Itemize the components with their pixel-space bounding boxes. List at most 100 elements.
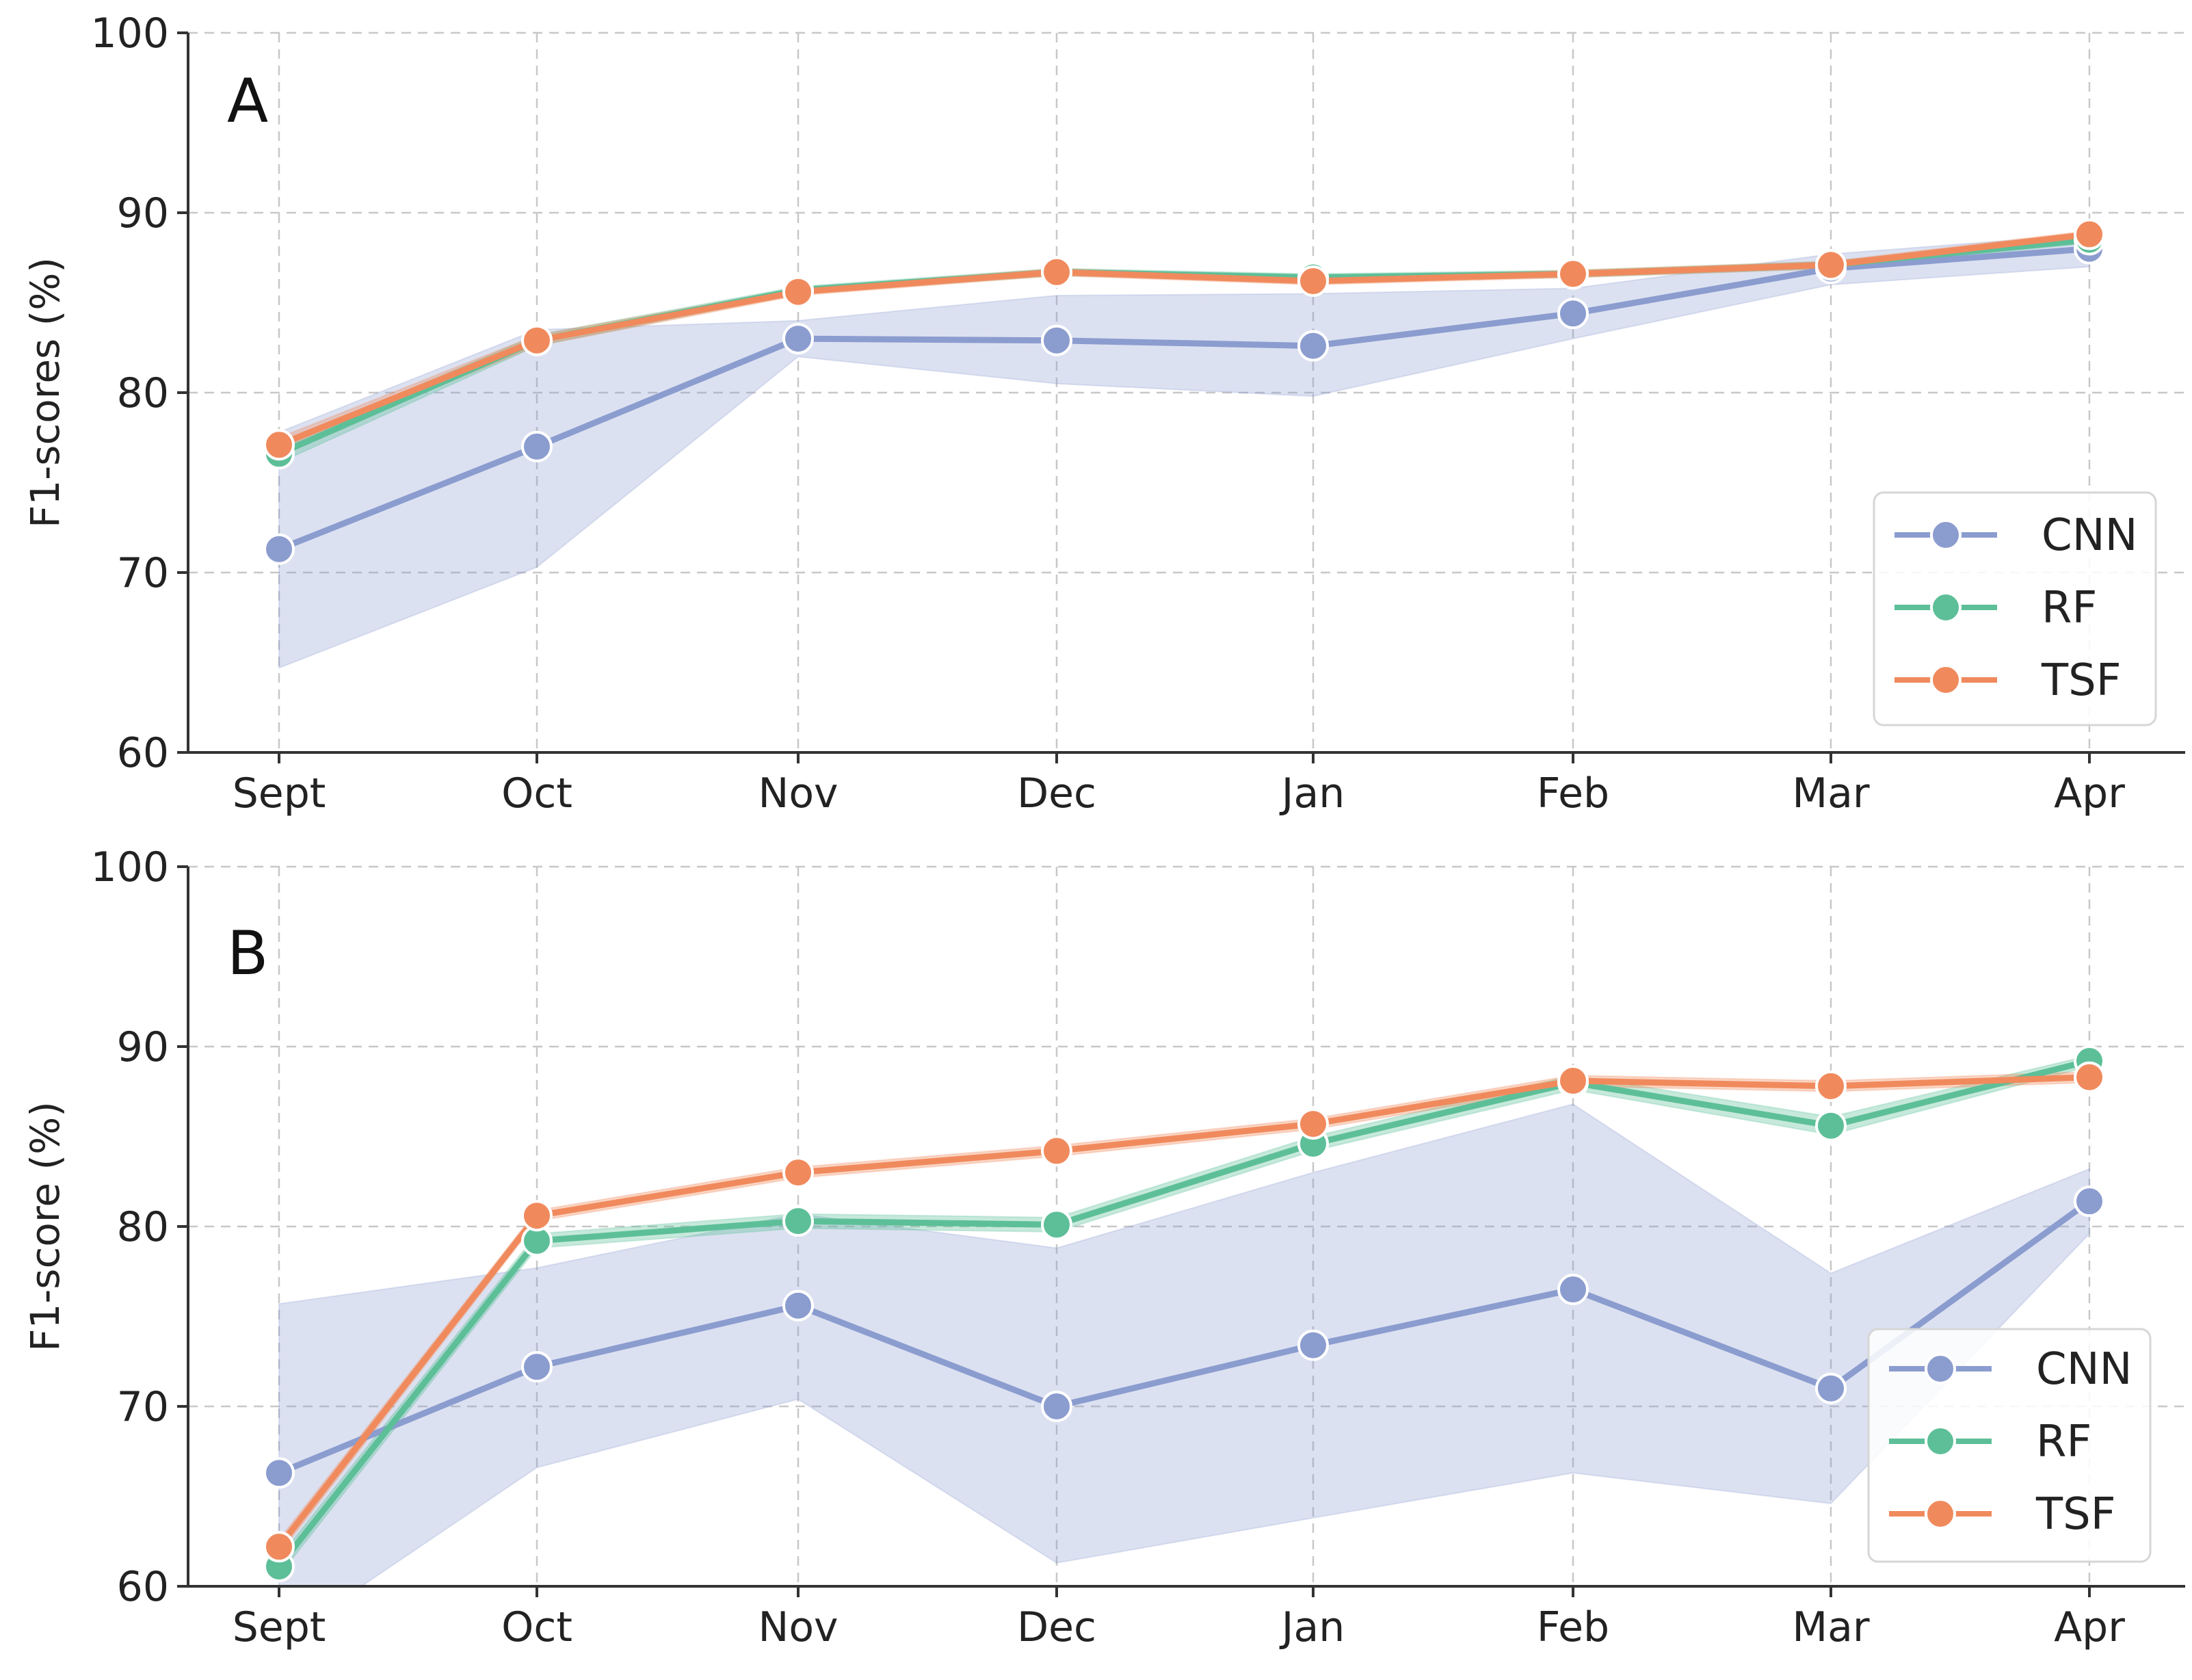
panel-a-ytick-label-60: 60 [117, 729, 169, 777]
panel-a-point-tsf-mar [1815, 249, 1847, 281]
panel-a-letter: A [227, 66, 268, 136]
panel-a-point-tsf-apr [2074, 218, 2105, 250]
panel-b-point-tsf-sept [263, 1531, 295, 1563]
panel-b-xtick-label-dec: Dec [1017, 1603, 1096, 1651]
panel-a-point-cnn-dec [1041, 324, 1072, 356]
panel-a-ytick-label-100: 100 [90, 10, 169, 57]
panel-b-point-tsf-nov [782, 1157, 814, 1189]
panel-b-yticks: 60 70 80 90 100 [90, 843, 188, 1611]
panel-b-legend-entry-rf: RF [1889, 1417, 2091, 1467]
panel-a-xtick-label-sept: Sept [233, 770, 326, 817]
panel-b-xtick-label-sept: Sept [233, 1603, 326, 1651]
panel-a-point-tsf-jan [1297, 265, 1329, 297]
panel-a-legend-entry-rf: RF [1894, 583, 2097, 633]
panel-b-point-cnn-apr [2074, 1185, 2105, 1218]
panel-a-line-tsf [276, 231, 2093, 448]
panel-b-point-cnn-nov [782, 1289, 814, 1322]
panel-a-point-tsf-sept [263, 429, 295, 461]
panel-a-point-cnn-nov [782, 323, 814, 355]
panel-a-xtick-label-nov: Nov [758, 770, 838, 817]
panel-a-lines [276, 231, 2093, 553]
panel-b-legend: CNN RF TSF [1867, 1328, 2152, 1563]
panel-a-ytick-label-80: 80 [117, 369, 169, 417]
panel-a: 60 70 80 90 100 Sept Oct Nov Dec Jan Feb Mar Apr F1… [22, 10, 2185, 817]
panel-b-legend-marker-rf [1925, 1426, 1956, 1457]
panel-a-legend-entry-cnn: CNN [1894, 510, 2137, 561]
panel-b-line-rf [276, 1058, 2093, 1570]
panel-b-point-rf-nov [782, 1205, 814, 1237]
panel-b-points [263, 1045, 2105, 1583]
panel-a-ytick-label-90: 90 [117, 189, 169, 237]
panel-a-legend-marker-cnn [1930, 519, 1962, 551]
panel-b-point-tsf-mar [1815, 1070, 1847, 1102]
panel-b-xtick-label-feb: Feb [1537, 1603, 1609, 1651]
panel-a-point-cnn-jan [1297, 330, 1329, 362]
panel-b-ytick-label-80: 80 [117, 1203, 169, 1251]
panel-a-point-tsf-nov [782, 276, 814, 308]
panel-b-xticks: Sept Oct Nov Dec Jan Feb Mar Apr [233, 1586, 2125, 1651]
panel-b-point-cnn-mar [1815, 1372, 1847, 1404]
panel-a-xtick-label-oct: Oct [501, 770, 572, 817]
panel-b-point-tsf-dec [1041, 1135, 1072, 1167]
panel-a-line-cnn [276, 246, 2093, 553]
panel-a-points [263, 218, 2105, 565]
panel-a-point-cnn-oct [521, 430, 553, 462]
panel-a-yticks: 60 70 80 90 100 [90, 10, 188, 777]
panel-a-ytick-label-70: 70 [117, 549, 169, 597]
panel-b-point-cnn-jan [1297, 1329, 1329, 1361]
panel-b-point-cnn-dec [1041, 1391, 1072, 1422]
panel-b-point-tsf-feb [1557, 1064, 1589, 1097]
panel-a-grid [188, 31, 2185, 752]
panel-b-legend-label-tsf: TSF [2035, 1489, 2116, 1540]
panel-b-xtick-label-apr: Apr [2054, 1603, 2125, 1651]
panel-b-legend-marker-cnn [1925, 1353, 1956, 1384]
panel-b-point-tsf-jan [1297, 1108, 1329, 1140]
panel-b-xtick-label-mar: Mar [1792, 1603, 1870, 1651]
panel-a-xtick-label-mar: Mar [1792, 770, 1870, 817]
panel-a-xtick-label-jan: Jan [1279, 770, 1345, 817]
panel-b-ytick-label-70: 70 [117, 1383, 169, 1431]
panel-b-point-tsf-apr [2074, 1061, 2105, 1093]
panel-a-legend-label-cnn: CNN [2042, 510, 2137, 561]
panel-b-line-tsf [276, 1074, 2093, 1550]
panel-b-point-cnn-sept [263, 1457, 295, 1489]
panel-b-point-rf-dec [1041, 1209, 1072, 1241]
panel-a-point-cnn-feb [1557, 298, 1589, 330]
panel-a-legend-marker-tsf [1930, 664, 1962, 696]
panel-a-legend-entry-tsf: TSF [1894, 655, 2122, 706]
panel-b-legend-label-rf: RF [2036, 1417, 2091, 1467]
panel-b-point-cnn-feb [1557, 1274, 1589, 1306]
panel-b-y-axis-label: F1-score (%) [22, 1101, 68, 1352]
panel-a-xtick-label-feb: Feb [1537, 770, 1609, 817]
panel-b-point-rf-mar [1815, 1110, 1847, 1142]
panel-b-lines [276, 1058, 2093, 1570]
panel-a-legend-marker-rf [1930, 592, 1962, 623]
panel-a-xticks: Sept Oct Nov Dec Jan Feb Mar Apr [233, 752, 2125, 817]
panel-b-point-cnn-oct [521, 1351, 553, 1383]
panel-b-legend-marker-tsf [1925, 1498, 1956, 1530]
panel-a-band-cnn [278, 233, 2090, 669]
panel-b-letter: B [227, 918, 268, 988]
panel-b-line-cnn [276, 1198, 2093, 1476]
panel-a-point-tsf-dec [1041, 256, 1072, 288]
panel-b-band-cnn [278, 1103, 2090, 1586]
panel-a-point-tsf-oct [521, 324, 553, 356]
panel-b-ytick-label-60: 60 [117, 1563, 169, 1611]
panel-b-legend-entry-cnn: CNN [1889, 1344, 2132, 1395]
panel-a-xtick-label-dec: Dec [1017, 770, 1096, 817]
panel-b: 60 70 80 90 100 Sept Oct Nov Dec Jan Feb Mar Apr F1… [22, 843, 2185, 1651]
panel-b-xtick-label-jan: Jan [1279, 1603, 1345, 1651]
panel-b-bands [278, 1054, 2090, 1586]
panel-b-legend-label-cnn: CNN [2036, 1344, 2132, 1395]
panel-a-y-axis-label: F1-scores (%) [22, 257, 68, 528]
panel-b-xtick-label-oct: Oct [501, 1603, 572, 1651]
panel-a-point-tsf-feb [1557, 258, 1589, 290]
panel-b-grid [188, 865, 2185, 1586]
panel-b-ytick-label-100: 100 [90, 843, 169, 891]
panel-a-xtick-label-apr: Apr [2054, 770, 2125, 817]
panel-b-xtick-label-nov: Nov [758, 1603, 838, 1651]
panel-a-legend: CNN RF TSF [1873, 491, 2157, 726]
panel-a-legend-label-tsf: TSF [2041, 655, 2122, 706]
panel-b-legend-entry-tsf: TSF [1889, 1489, 2116, 1540]
